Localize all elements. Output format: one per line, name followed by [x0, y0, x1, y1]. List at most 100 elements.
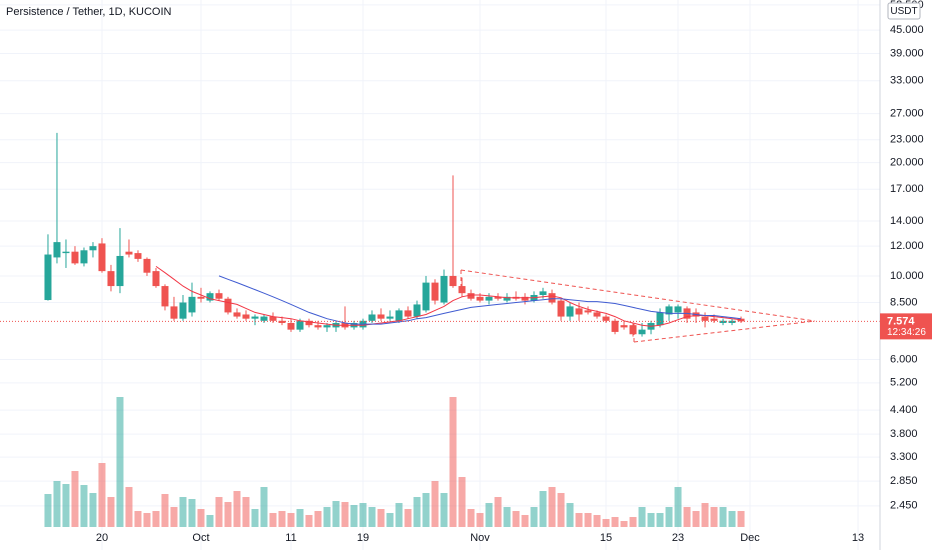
candle-body: [602, 316, 610, 321]
candle-body: [98, 243, 106, 272]
triangle-drawing: [460, 269, 816, 343]
last-price-label: 7.574: [887, 315, 915, 327]
volume-bar: [584, 513, 592, 527]
candle-body: [458, 286, 466, 294]
candle-body: [161, 286, 169, 307]
candle-body: [629, 325, 637, 335]
volume-bar: [287, 513, 295, 527]
volume-bar: [548, 487, 556, 527]
volume-bar: [341, 502, 349, 527]
volume-bar: [665, 507, 673, 527]
candle-body: [701, 316, 709, 321]
volume-bar: [485, 503, 493, 527]
candle-body: [134, 253, 142, 259]
candle-body: [269, 316, 277, 321]
volume-bar: [449, 397, 457, 527]
volume-bar: [737, 511, 745, 527]
y-tick-label: 45.000: [890, 24, 924, 36]
volume-bar: [269, 513, 277, 527]
candle-body: [395, 310, 403, 321]
candle-body: [656, 312, 664, 326]
y-tick-label: 3.300: [890, 451, 918, 463]
candle-body: [89, 246, 97, 251]
volume-bar: [350, 505, 358, 527]
volume-bar: [53, 481, 61, 527]
volume-bar: [368, 507, 376, 527]
volume-bar: [656, 513, 664, 527]
volume-bar: [161, 494, 169, 527]
volume-bar: [323, 507, 331, 527]
last-price-box: [880, 313, 932, 340]
candle-body: [584, 310, 592, 313]
volume-bar: [143, 513, 151, 527]
volume-bar: [620, 521, 628, 527]
volume-bar: [98, 463, 106, 527]
volume-bar: [386, 513, 394, 527]
y-tick-label: 10.000: [890, 270, 924, 282]
volume-bar: [278, 511, 286, 527]
moving-average-line: [218, 275, 742, 325]
y-tick-label: 4.400: [890, 404, 918, 416]
candle-body: [260, 316, 268, 321]
candle-body: [494, 296, 502, 299]
x-tick-label: 13: [852, 532, 864, 544]
volume-bar: [602, 519, 610, 527]
volume-bar: [413, 497, 421, 527]
candle-body: [53, 242, 61, 258]
volume-bar: [242, 497, 250, 527]
volume-bar: [638, 507, 646, 527]
volume-bar: [422, 493, 430, 527]
volume-bar: [116, 397, 124, 527]
candle-body: [485, 296, 493, 301]
volume-bar: [467, 509, 475, 527]
volume-bar: [359, 503, 367, 527]
volume-bar: [611, 517, 619, 527]
volume-bar: [566, 503, 574, 527]
candle-body: [44, 254, 52, 301]
x-tick-label: Oct: [192, 532, 209, 544]
x-tick-label: Nov: [470, 532, 490, 544]
candle-body: [287, 322, 295, 330]
volume-bar: [494, 497, 502, 527]
volume-bar: [404, 509, 412, 527]
volume-bar: [647, 513, 655, 527]
x-tick-label: 11: [285, 532, 296, 544]
volume-bar: [107, 497, 115, 527]
volume-bar: [152, 511, 160, 527]
volume-bar: [521, 515, 529, 527]
candle-body: [539, 291, 547, 295]
y-tick-label: 8.500: [890, 296, 918, 308]
candle-body: [278, 320, 286, 323]
volume-bar: [683, 507, 691, 527]
candle-body: [116, 255, 124, 287]
candle-body: [314, 325, 322, 328]
volume-bar: [377, 509, 385, 527]
volume-bar: [395, 503, 403, 527]
candle-body: [638, 329, 646, 335]
candle-body: [557, 300, 565, 317]
volume-bar: [575, 513, 583, 527]
candle-body: [593, 312, 601, 317]
volume-bar: [701, 503, 709, 527]
candle-body: [143, 258, 151, 273]
candle-body: [296, 320, 304, 330]
candle-body: [548, 293, 556, 303]
volume-bar: [125, 487, 133, 527]
candle-body: [377, 314, 385, 319]
currency-box[interactable]: [887, 2, 921, 20]
volume-bar: [44, 494, 52, 527]
candle-body: [575, 308, 583, 315]
volume-bar: [539, 491, 547, 527]
candle-body: [62, 251, 70, 254]
y-tick-label: 12.000: [890, 240, 924, 252]
candle-body: [611, 320, 619, 332]
volume-bar: [71, 471, 79, 527]
volume-bar: [305, 515, 313, 527]
candle-body: [107, 271, 115, 287]
y-tick-label: 2.850: [890, 475, 918, 487]
volume-bar: [224, 502, 232, 527]
volume-bar: [440, 493, 448, 527]
candle-body: [674, 306, 682, 313]
